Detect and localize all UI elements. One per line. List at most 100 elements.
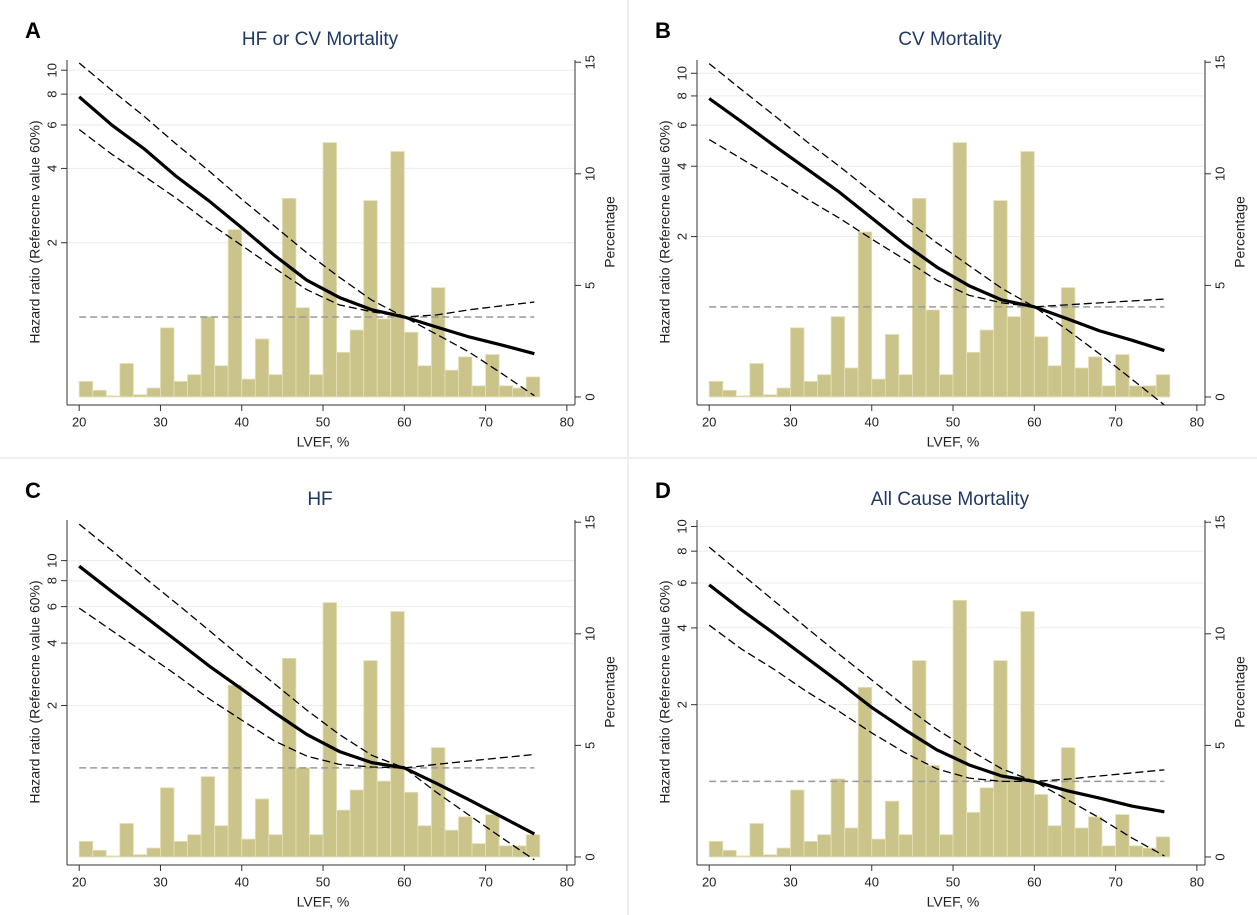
y2-tick-label: 0 — [1212, 853, 1227, 860]
histogram-bar — [749, 363, 764, 398]
histogram-bar — [200, 316, 216, 398]
histogram-bar — [708, 380, 724, 398]
x-tick-label: 50 — [316, 414, 330, 429]
histogram-bar — [146, 387, 161, 398]
chart-title: CV Mortality — [898, 29, 1002, 50]
panel: B CV Mortality LVEF, % Hazard ratio (Refere… — [655, 18, 1248, 450]
histogram-bar — [1033, 794, 1049, 858]
histogram-bar — [444, 369, 459, 398]
x-tick-label: 20 — [702, 414, 716, 429]
histogram-bar — [485, 354, 500, 398]
histogram-bar — [1101, 385, 1116, 398]
y-tick-label: 8 — [674, 548, 689, 555]
y-tick-label: 6 — [674, 121, 689, 128]
histogram-bar — [146, 847, 161, 858]
histogram-bar — [966, 811, 981, 858]
ci-line — [708, 624, 1165, 857]
histogram-bar — [925, 309, 940, 398]
x-tick-label: 30 — [153, 414, 167, 429]
histogram-bar — [403, 791, 419, 858]
histogram-bar — [776, 387, 791, 398]
x-axis-title: LVEF, % — [297, 894, 350, 910]
histogram-bar — [349, 329, 365, 398]
y-tick-label: 6 — [44, 121, 59, 128]
histogram-bar — [1074, 367, 1089, 398]
histogram-bar — [173, 840, 188, 858]
panel: C HF LVEF, % Hazard ratio (Referecne value … — [25, 478, 618, 910]
histogram-bar — [403, 331, 419, 398]
histogram-bar — [471, 843, 486, 858]
histogram-bar — [133, 394, 148, 398]
x-tick-label: 20 — [72, 414, 86, 429]
histogram-bar — [430, 287, 446, 398]
histogram-bar — [763, 394, 778, 398]
histogram-bar — [254, 338, 270, 398]
histogram-bar — [458, 816, 473, 858]
histogram-bar — [1033, 336, 1049, 398]
histogram-bar — [214, 365, 229, 398]
y-axis-title: Hazard ratio (Referecne value 60%) — [27, 580, 43, 803]
chart-title: HF — [307, 489, 332, 510]
histogram-bar — [92, 849, 107, 858]
histogram-bar — [763, 854, 778, 858]
x-tick-label: 40 — [865, 874, 879, 889]
histogram-bar — [119, 363, 134, 398]
x-tick-label: 60 — [397, 874, 411, 889]
y-tick-label: 4 — [44, 639, 59, 646]
y-tick-label: 4 — [674, 163, 689, 170]
histogram-bar — [790, 789, 805, 858]
histogram-bar — [498, 385, 514, 398]
y2-tick-label: 10 — [582, 167, 597, 181]
y2-tick-label: 0 — [582, 853, 597, 860]
histogram-bar — [884, 800, 900, 858]
y-axis-title: Hazard ratio (Referecne value 60%) — [27, 120, 43, 343]
histogram-bar — [512, 845, 527, 858]
histogram-bar — [803, 380, 818, 398]
x-tick-label: 40 — [865, 414, 879, 429]
y-tick-label: 8 — [44, 91, 59, 98]
histogram-bar — [1155, 374, 1171, 398]
hazard-curve — [78, 564, 536, 836]
histogram-bar — [241, 838, 256, 858]
histogram-bar — [1060, 287, 1076, 398]
histogram-bar — [200, 776, 216, 858]
histogram-bar — [417, 365, 432, 398]
y2-tick-label: 5 — [1212, 282, 1227, 289]
histogram-bar — [417, 825, 432, 858]
histogram-bar — [498, 845, 514, 858]
y2-tick-label: 5 — [582, 282, 597, 289]
y2-tick-label: 15 — [1212, 55, 1227, 69]
histogram-bar — [187, 834, 202, 858]
x-tick-label: 70 — [478, 874, 492, 889]
histogram-bar — [376, 780, 392, 858]
histogram-bar — [309, 834, 324, 858]
histogram-bar — [830, 778, 846, 858]
histogram-bar — [214, 825, 229, 858]
x-tick-label: 60 — [397, 414, 411, 429]
histogram-bar — [966, 351, 981, 398]
histogram-bar — [1142, 385, 1157, 398]
panel: A HF or CV Mortality LVEF, % Hazard ratio (… — [25, 18, 618, 450]
histogram-bar — [817, 374, 832, 398]
y-tick-label: 8 — [44, 577, 59, 584]
y-axis-title: Hazard ratio (Referecne value 60%) — [657, 120, 673, 343]
histogram-bar — [871, 378, 886, 398]
x-axis-title: LVEF, % — [927, 894, 980, 910]
panel: D All Cause Mortality LVEF, % Hazard ratio … — [655, 478, 1248, 910]
histogram-bar — [376, 318, 392, 398]
x-axis-title: LVEF, % — [297, 434, 350, 450]
histogram-bar — [884, 334, 900, 398]
histogram-bar — [1006, 776, 1022, 858]
y2-axis-title: Percentage — [602, 196, 618, 268]
ci-line — [708, 63, 1165, 308]
histogram-bar — [925, 765, 940, 858]
x-tick-label: 80 — [1190, 414, 1204, 429]
y-tick-label: 10 — [44, 63, 59, 77]
histogram-bar — [735, 395, 751, 398]
histogram-bar — [105, 855, 121, 858]
histogram-bar — [1047, 825, 1062, 858]
histogram-bar — [735, 855, 751, 858]
histogram-bar — [844, 827, 859, 858]
histogram-bar — [525, 376, 541, 398]
